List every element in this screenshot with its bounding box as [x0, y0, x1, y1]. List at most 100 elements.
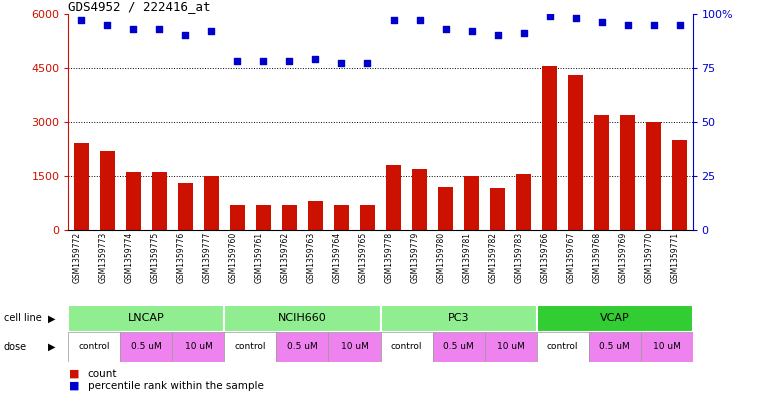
Text: 0.5 uM: 0.5 uM	[131, 342, 162, 351]
Point	[336, 60, 348, 66]
Point	[180, 32, 192, 39]
Text: NCIH660: NCIH660	[278, 313, 327, 323]
Text: GSM1359763: GSM1359763	[307, 232, 316, 283]
Bar	[360, 205, 375, 230]
Point	[517, 30, 530, 36]
Bar	[490, 189, 505, 230]
Bar	[594, 115, 610, 230]
Point	[387, 17, 400, 24]
Bar	[463, 176, 479, 230]
Bar	[645, 122, 661, 230]
Bar	[74, 143, 89, 230]
Bar	[568, 75, 584, 230]
Point	[543, 13, 556, 19]
Text: GSM1359777: GSM1359777	[202, 232, 212, 283]
Text: GSM1359761: GSM1359761	[254, 232, 263, 283]
Text: GSM1359774: GSM1359774	[125, 232, 133, 283]
Bar	[126, 172, 142, 230]
Text: GSM1359779: GSM1359779	[410, 232, 419, 283]
Bar	[380, 305, 537, 332]
Bar	[432, 332, 485, 362]
Bar	[307, 201, 323, 230]
Text: GSM1359760: GSM1359760	[228, 232, 237, 283]
Text: GSM1359768: GSM1359768	[593, 232, 601, 283]
Point	[75, 17, 88, 24]
Text: control: control	[546, 342, 578, 351]
Bar	[224, 305, 380, 332]
Text: dose: dose	[4, 342, 27, 352]
Bar	[68, 305, 224, 332]
Bar	[672, 140, 687, 230]
Bar	[619, 115, 635, 230]
Text: GSM1359770: GSM1359770	[645, 232, 654, 283]
Text: GSM1359767: GSM1359767	[566, 232, 575, 283]
Bar	[542, 66, 557, 230]
Text: control: control	[390, 342, 422, 351]
Point	[154, 26, 166, 32]
Bar	[173, 332, 224, 362]
Text: ■: ■	[68, 381, 79, 391]
Text: GSM1359775: GSM1359775	[151, 232, 160, 283]
Text: ▶: ▶	[48, 342, 56, 352]
Point	[127, 26, 139, 32]
Text: ▶: ▶	[48, 313, 56, 323]
Text: 10 uM: 10 uM	[653, 342, 680, 351]
Text: GSM1359782: GSM1359782	[489, 232, 498, 283]
Text: VCAP: VCAP	[600, 313, 629, 323]
Bar	[256, 205, 271, 230]
Text: GSM1359783: GSM1359783	[514, 232, 524, 283]
Point	[466, 28, 478, 34]
Text: GSM1359764: GSM1359764	[333, 232, 342, 283]
Text: GSM1359762: GSM1359762	[281, 232, 289, 283]
Point	[231, 58, 244, 64]
Bar	[485, 332, 537, 362]
Text: control: control	[78, 342, 110, 351]
Text: percentile rank within the sample: percentile rank within the sample	[88, 381, 263, 391]
Point	[622, 21, 634, 28]
Text: GSM1359773: GSM1359773	[98, 232, 107, 283]
Bar	[100, 151, 116, 230]
Bar	[516, 174, 531, 230]
Text: cell line: cell line	[4, 313, 42, 323]
Point	[673, 21, 686, 28]
Text: GSM1359771: GSM1359771	[670, 232, 680, 283]
Bar	[224, 332, 276, 362]
Text: ■: ■	[68, 369, 79, 379]
Bar	[204, 176, 219, 230]
Point	[569, 15, 581, 21]
Bar	[230, 205, 245, 230]
Point	[310, 56, 322, 62]
Text: GSM1359772: GSM1359772	[72, 232, 81, 283]
Text: GSM1359778: GSM1359778	[384, 232, 393, 283]
Text: PC3: PC3	[447, 313, 470, 323]
Bar	[537, 332, 588, 362]
Text: GSM1359776: GSM1359776	[177, 232, 186, 283]
Bar	[588, 332, 641, 362]
Bar	[151, 172, 167, 230]
Point	[361, 60, 374, 66]
Text: count: count	[88, 369, 117, 379]
Text: 0.5 uM: 0.5 uM	[287, 342, 318, 351]
Point	[257, 58, 269, 64]
Text: GSM1359780: GSM1359780	[437, 232, 445, 283]
Bar	[333, 205, 349, 230]
Point	[101, 21, 113, 28]
Bar	[120, 332, 173, 362]
Text: GSM1359765: GSM1359765	[358, 232, 368, 283]
Bar	[412, 169, 428, 230]
Bar	[537, 305, 693, 332]
Text: 10 uM: 10 uM	[497, 342, 524, 351]
Point	[283, 58, 295, 64]
Text: 0.5 uM: 0.5 uM	[443, 342, 474, 351]
Point	[648, 21, 660, 28]
Text: 10 uM: 10 uM	[341, 342, 368, 351]
Text: GDS4952 / 222416_at: GDS4952 / 222416_at	[68, 0, 211, 13]
Text: GSM1359766: GSM1359766	[540, 232, 549, 283]
Bar	[276, 332, 329, 362]
Point	[205, 28, 218, 34]
Text: GSM1359781: GSM1359781	[463, 232, 472, 283]
Point	[413, 17, 425, 24]
Text: 10 uM: 10 uM	[185, 342, 212, 351]
Bar	[386, 165, 401, 230]
Point	[492, 32, 504, 39]
